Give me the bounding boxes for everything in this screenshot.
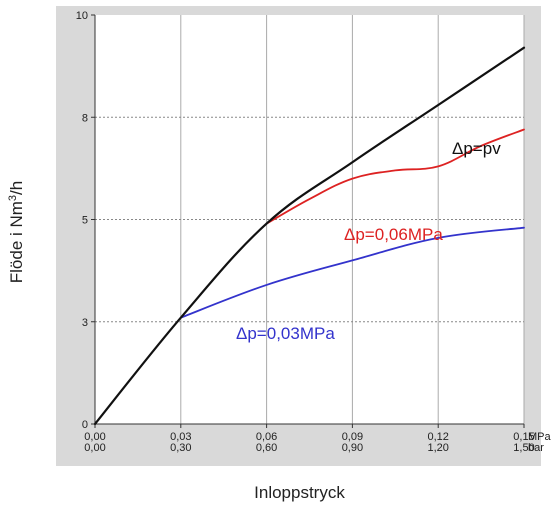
x-tick-label-mpa: 0,12 [427,431,448,443]
x-tick-label-bar: 0,30 [170,442,191,454]
tick-labels: 0,00 0,03 0,06 0,09 0,12 0,15 0,00 0,30 0,60 0,90… [76,10,552,454]
axes [91,14,525,428]
y-tick-label: 5 [82,215,88,227]
x-axis-title: Inloppstryck [254,483,345,502]
y-axis-title: Flöde i Nm3/h [7,181,26,284]
series-label-006mpa: Δp=0,06MPa [344,225,443,244]
x-tick-label-mpa: 0,03 [170,431,191,443]
x-unit-mpa: MPa [528,431,552,443]
grid-lines [95,15,525,424]
x-tick-label-bar: 1,50 [513,442,534,454]
y-tick-label: 3 [82,317,88,329]
y-tick-label: 8 [82,112,88,124]
y-axis-title-superscript: 3 [7,195,19,201]
y-axis-title-main: Flöde i Nm [7,201,26,283]
series-line-003mpa [179,226,525,319]
x-unit-bar: bar [528,442,544,454]
x-tick-label-bar: 1,20 [427,442,448,454]
series-line-006mpa [265,128,525,225]
series-label-pv: Δp=pv [452,139,501,158]
x-tick-label-bar: 0,90 [342,442,363,454]
x-tick-label-bar: 0,00 [84,442,105,454]
y-tick-label: 10 [76,10,88,22]
x-tick-label-mpa: 0,15 [513,431,534,443]
x-tick-label-mpa: 0,00 [84,431,105,443]
series-label-003mpa: Δp=0,03MPa [236,324,335,343]
x-tick-label-bar: 0,60 [256,442,277,454]
x-tick-label-mpa: 0,09 [342,431,363,443]
y-axis-title-tail: /h [7,181,26,195]
series-lines [93,46,526,426]
x-tick-label-mpa: 0,06 [256,431,277,443]
y-tick-label: 0 [82,419,88,431]
series-line-pv [93,46,526,426]
